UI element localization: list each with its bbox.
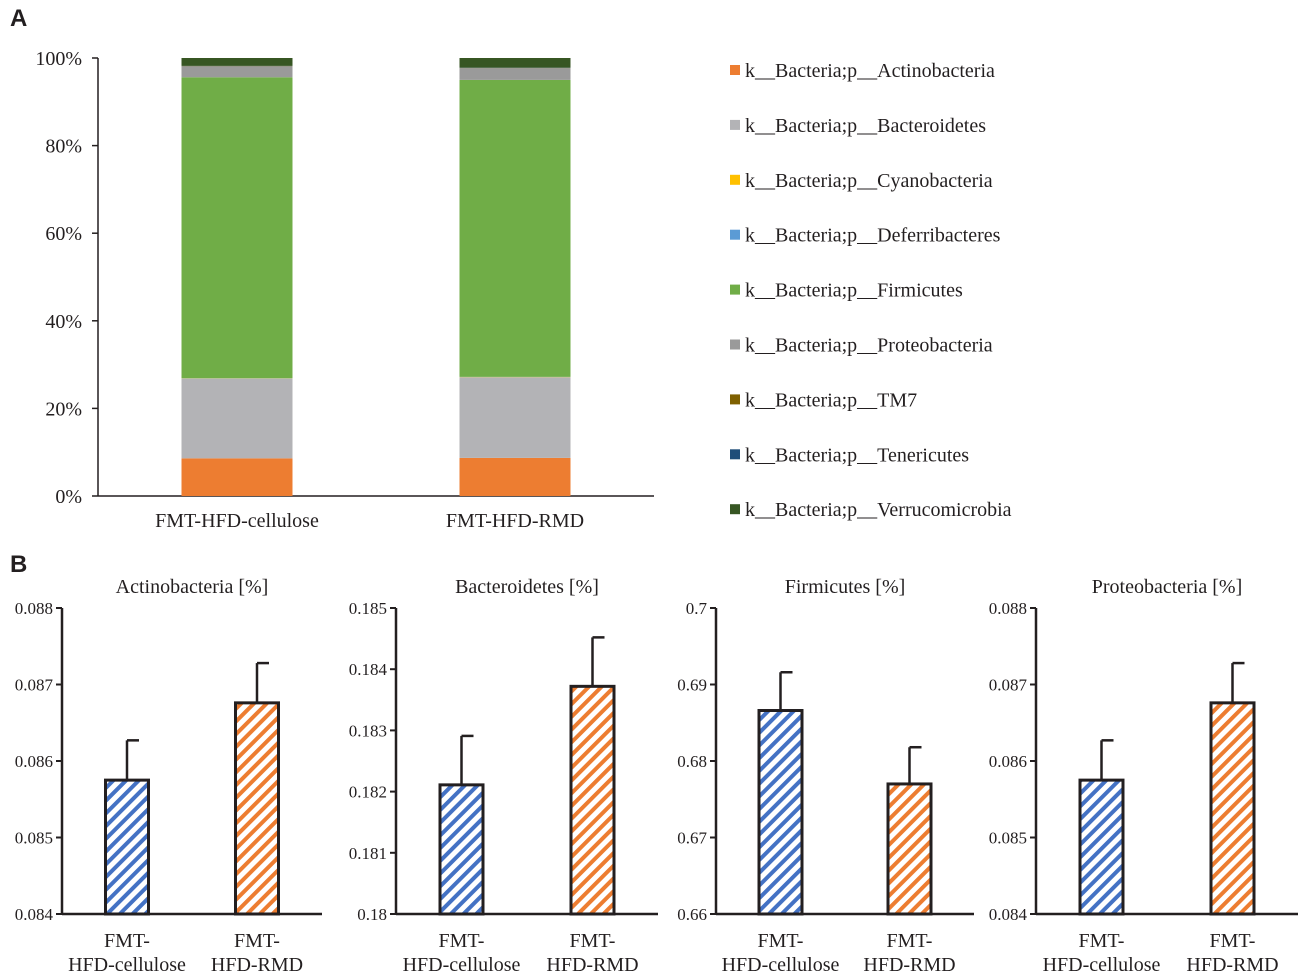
bar-chart-actinobacteria: Actinobacteria [%] 0.084 0.085 0.086 0.087 0.… [15,576,322,976]
legend-swatch-verrucomicrobia [730,504,740,515]
bar-fmt-hfd-cellulose [757,709,804,916]
bar-segment-proteobacteria [181,66,293,78]
legend-label: k__Bacteria;p__Verrucomicrobia [745,499,1012,521]
y-tick-label: 0.181 [349,844,387,863]
chart-title: Firmicutes [%] [785,576,906,598]
y-tick-label: 0.184 [349,660,388,679]
y-tick-label: 0.087 [989,676,1028,695]
stacked-bar-chart-a: 0% 20% 40% 60% 80% 100% FMT-HFD-cellulose FMT-H… [35,48,654,532]
bar-segment-verrucomicrobia [459,58,571,68]
legend-label: k__Bacteria;p__Cyanobacteria [745,170,993,192]
y-tick-label: 0.7 [686,599,708,618]
bar-chart-firmicutes: Firmicutes [%]0.660.670.680.690.7FMT-HFD… [677,576,974,976]
y-tick-label: 0% [55,486,82,508]
y-tick-label: 0.18 [357,905,387,924]
chart-title: Proteobacteria [%] [1092,576,1242,598]
y-tick-label: 0.086 [989,752,1027,771]
legend-swatch-actinobacteria [730,65,740,75]
x-tick-label: FMT- [1079,930,1125,952]
y-tick-label: 0.68 [677,752,707,771]
y-tick-label: 0.185 [349,599,387,618]
bar-fmt-hfd-rmd [1209,701,1256,916]
y-tick-label: 80% [45,136,82,158]
bar-chart-bacteroidetes: Bacteroidetes [%] 0.18 0.181 0.182 0.183 0.18… [349,576,658,976]
legend-swatch-bacteroidetes [730,119,740,130]
bar-segment-bacteroidetes [181,378,293,459]
bar-segment-firmicutes [459,79,571,377]
bar-fmt-hfd-rmd [569,684,616,916]
bar-fmt-hfd-cellulose [1078,778,1125,916]
y-tick-label: 0.183 [349,721,387,740]
y-tick-label: 0.67 [677,829,707,848]
x-tick-label: FMT- [570,930,616,952]
x-tick-label: FMT- [104,930,150,952]
bar-segment-bacteroidetes [459,377,571,458]
x-tick-label: FMT-HFD-RMD [446,510,584,532]
bar-chart-proteobacteria: Proteobacteria [%] 0.084 0.085 0.086 0.087 0.… [989,576,1298,976]
panel-label-b: B [10,551,27,578]
bar-segment-proteobacteria [459,68,571,80]
chart-title: Bacteroidetes [%] [455,576,599,598]
legend-swatch-tenericutes [730,449,740,460]
x-tick-label: HFD-RMD [1186,954,1278,976]
legend-a: k__Bacteria;p__Actinobacteria k__Bacteria… [730,60,1012,521]
bar-segment-actinobacteria [181,458,293,496]
bar-fmt-hfd-cellulose [438,783,485,916]
bar-segment-actinobacteria [459,457,571,496]
y-tick-label: 0.087 [15,676,54,695]
y-tick-label: 100% [35,48,82,70]
legend-swatch-deferribacteres [730,229,740,240]
x-tick-label: FMT-HFD-cellulose [155,510,319,532]
x-tick-label: HFD-cellulose [1043,954,1161,976]
legend-swatch-firmicutes [730,284,740,295]
legend-swatch-cyanobacteria [730,174,740,185]
chart-title: Actinobacteria [%] [116,576,269,598]
panel-label-a: A [10,5,27,32]
legend-label: k__Bacteria;p__TM7 [745,389,917,411]
y-tick-label: 60% [45,223,82,245]
x-tick-label: FMT- [758,930,804,952]
legend-label: k__Bacteria;p__Proteobacteria [745,335,993,357]
bar-fmt-hfd-rmd [234,701,280,916]
legend-label: k__Bacteria;p__Actinobacteria [745,60,995,82]
bar-segment-firmicutes [181,77,293,379]
x-tick-label: HFD-RMD [211,954,303,976]
x-tick-label: HFD-cellulose [403,954,521,976]
y-tick-label: 0.69 [677,676,707,695]
bar-charts-b: Actinobacteria [%] 0.084 0.085 0.086 0.087 0.… [15,576,1298,976]
bar-segment-verrucomicrobia [181,58,293,66]
y-tick-label: 20% [45,398,82,420]
y-tick-label: 0.086 [15,752,53,771]
x-tick-label: HFD-RMD [863,954,955,976]
y-tick-label: 0.088 [989,599,1027,618]
x-tick-label: HFD-cellulose [68,954,186,976]
y-tick-label: 0.084 [15,905,54,924]
x-tick-label: FMT- [234,930,280,952]
y-tick-label: 0.088 [15,599,53,618]
x-tick-label: FMT- [887,930,933,952]
bar-fmt-hfd-cellulose [104,778,150,916]
legend-swatch-proteobacteria [730,339,740,350]
x-tick-label: FMT- [439,930,485,952]
y-tick-label: 0.084 [989,905,1028,924]
legend-label: k__Bacteria;p__Deferribacteres [745,225,1001,247]
legend-label: k__Bacteria;p__Tenericutes [745,444,969,466]
y-tick-label: 0.182 [349,783,387,802]
x-tick-label: HFD-RMD [546,954,638,976]
y-tick-label: 0.085 [15,829,53,848]
y-tick-label: 40% [45,311,82,333]
legend-label: k__Bacteria;p__Firmicutes [745,280,963,302]
legend-label: k__Bacteria;p__Bacteroidetes [745,115,986,137]
legend-swatch-tm7 [730,394,740,405]
x-tick-label: HFD-cellulose [722,954,840,976]
y-tick-label: 0.085 [989,829,1027,848]
bar-fmt-hfd-rmd [886,782,933,916]
x-tick-label: FMT- [1210,930,1256,952]
y-tick-label: 0.66 [677,905,707,924]
